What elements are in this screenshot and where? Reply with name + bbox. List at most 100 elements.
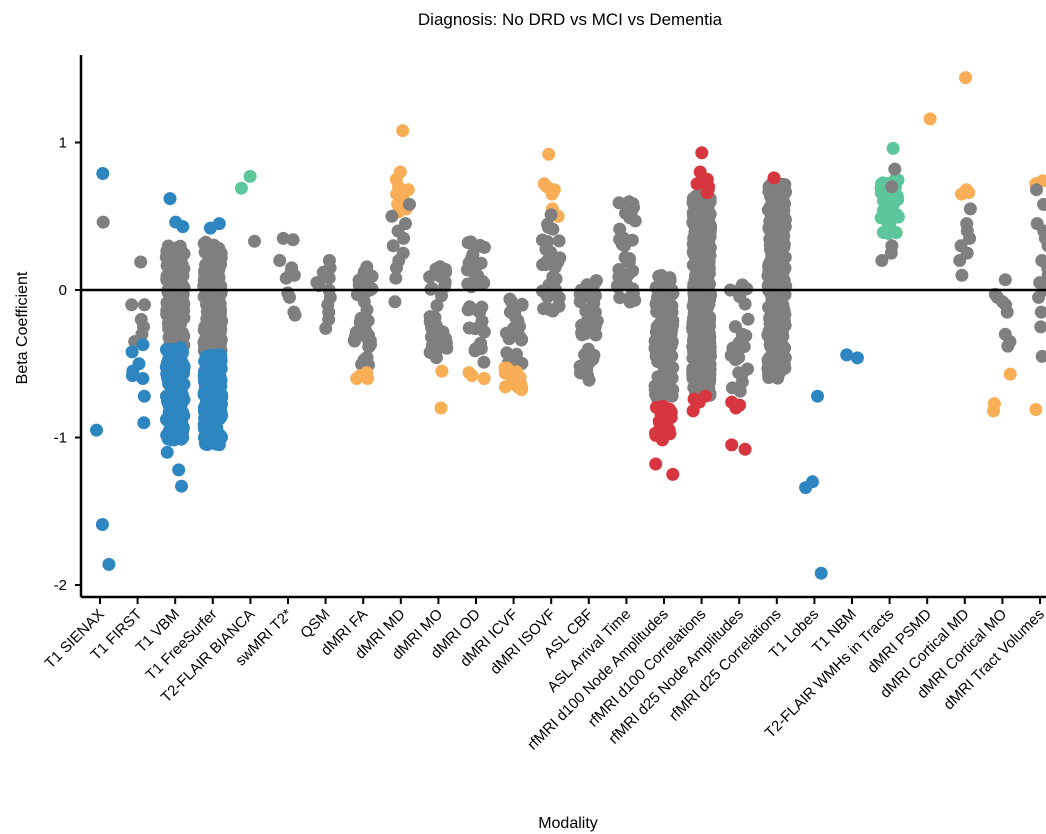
point-dmri-cortical-md [963, 231, 977, 245]
point-asl-arrival-time [613, 291, 627, 305]
point-dmri-od [474, 256, 488, 270]
point-t1-nbm [850, 351, 864, 365]
point-t1-lobes [814, 566, 828, 580]
point-t1-first [137, 416, 151, 430]
point-asl-cbf [581, 342, 595, 356]
point-rfmri-d100-node-amplitudes [662, 423, 676, 437]
point-t2-flair-wmhs-in-tracts [891, 193, 905, 206]
point-asl-cbf [581, 353, 595, 367]
point-dmri-icvf [509, 311, 523, 325]
point-dmri-cortical-md [955, 268, 969, 282]
point-dmri-psmd [923, 112, 937, 126]
point-dmri-md [397, 231, 411, 245]
point-t1-first [125, 345, 139, 359]
point-asl-arrival-time [628, 293, 642, 307]
point-t1-freesurfer [205, 379, 219, 393]
point-rfmri-d100-node-amplitudes [650, 426, 664, 440]
point-dmri-cortical-mo [987, 404, 1000, 418]
point-dmri-tract-volumes [1035, 349, 1046, 363]
point-rfmri-d100-node-amplitudes [649, 457, 663, 471]
point-asl-arrival-time [613, 232, 627, 246]
point-rfmri-d25-node-amplitudes [735, 327, 749, 341]
point-dmri-tract-volumes [1029, 403, 1043, 416]
point-rfmri-d25-node-amplitudes [734, 281, 748, 294]
point-t1-vbm [175, 479, 188, 493]
point-t1-sienax [90, 423, 103, 437]
point-dmri-isovf [552, 234, 566, 248]
point-rfmri-d100-node-amplitudes [665, 371, 679, 385]
point-dmri-cortical-mo [1001, 339, 1015, 353]
point-rfmri-d25-node-amplitudes [735, 366, 749, 380]
point-t2-flair-wmhs-in-tracts [888, 162, 902, 176]
point-dmri-od [477, 372, 491, 385]
point-dmri-md [396, 124, 410, 138]
point-rfmri-d25-correlations [763, 238, 777, 252]
point-rfmri-d100-node-amplitudes [660, 361, 674, 374]
point-dmri-mo [425, 321, 439, 335]
point-dmri-mo [433, 260, 447, 274]
point-t1-vbm [170, 364, 184, 377]
point-t1-freesurfer [203, 221, 217, 235]
point-t2-flair-wmhs-in-tracts [884, 213, 898, 227]
point-rfmri-d25-correlations [763, 181, 777, 195]
point-t1-vbm [174, 317, 187, 331]
point-dmri-mo [435, 364, 449, 378]
point-t1-sienax [95, 518, 109, 531]
point-dmri-mo [430, 299, 444, 313]
point-dmri-od [477, 325, 491, 339]
point-t2-flair-wmhs-in-tracts [874, 182, 888, 196]
point-rfmri-d25-correlations [774, 323, 788, 337]
point-rfmri-d25-correlations [763, 310, 777, 324]
point-rfmri-d100-node-amplitudes [663, 402, 676, 416]
point-rfmri-d100-node-amplitudes [666, 467, 680, 481]
point-t1-freesurfer [215, 390, 229, 404]
point-t1-vbm [166, 292, 180, 306]
point-rfmri-d100-correlations [690, 331, 704, 345]
y-tick-label: 1 [59, 135, 67, 152]
point-dmri-cortical-mo [998, 273, 1012, 287]
point-dmri-cortical-md [959, 71, 973, 85]
point-rfmri-d25-correlations [761, 269, 775, 283]
point-t1-freesurfer [212, 322, 226, 336]
point-dmri-fa [360, 351, 374, 364]
point-dmri-md [385, 209, 399, 223]
point-t1-first [125, 369, 139, 383]
point-asl-cbf [582, 325, 596, 339]
point-swmri-t2- [288, 308, 302, 322]
point-dmri-icvf [500, 346, 514, 360]
point-t1-first [138, 298, 151, 312]
point-rfmri-d100-correlations [700, 186, 714, 200]
point-t2-flair-wmhs-in-tracts [876, 204, 890, 217]
point-rfmri-d25-correlations [767, 171, 781, 185]
point-rfmri-d100-node-amplitudes [649, 388, 663, 402]
point-t1-freesurfer [211, 292, 225, 306]
point-qsm [319, 321, 333, 335]
point-dmri-fa [361, 372, 375, 385]
point-t1-sienax [96, 215, 110, 229]
point-t1-first [125, 298, 139, 312]
point-rfmri-d100-correlations [690, 316, 704, 330]
point-t2-flair-wmhs-in-tracts [881, 226, 895, 240]
point-t1-vbm [176, 220, 190, 234]
point-dmri-tract-volumes [1041, 239, 1046, 252]
point-t2-flair-bianca [243, 169, 257, 183]
point-rfmri-d25-node-amplitudes [738, 442, 752, 456]
point-t1-first [136, 338, 150, 352]
point-dmri-icvf [506, 376, 520, 390]
point-t1-vbm [171, 269, 185, 283]
y-axis-label: Beta Coefficient [14, 271, 31, 384]
point-t1-freesurfer [211, 356, 225, 370]
point-dmri-tract-volumes [1037, 197, 1046, 211]
point-rfmri-d100-correlations [695, 146, 709, 160]
point-t1-freesurfer [200, 416, 214, 430]
point-dmri-md [386, 239, 400, 253]
point-dmri-cortical-md [953, 254, 967, 267]
point-rfmri-d25-correlations [761, 362, 775, 376]
point-swmri-t2- [283, 290, 296, 304]
point-dmri-isovf [552, 298, 566, 312]
point-dmri-fa [350, 372, 364, 385]
point-t1-vbm [176, 330, 189, 343]
point-rfmri-d25-correlations [774, 312, 788, 325]
point-t1-freesurfer [209, 437, 223, 451]
